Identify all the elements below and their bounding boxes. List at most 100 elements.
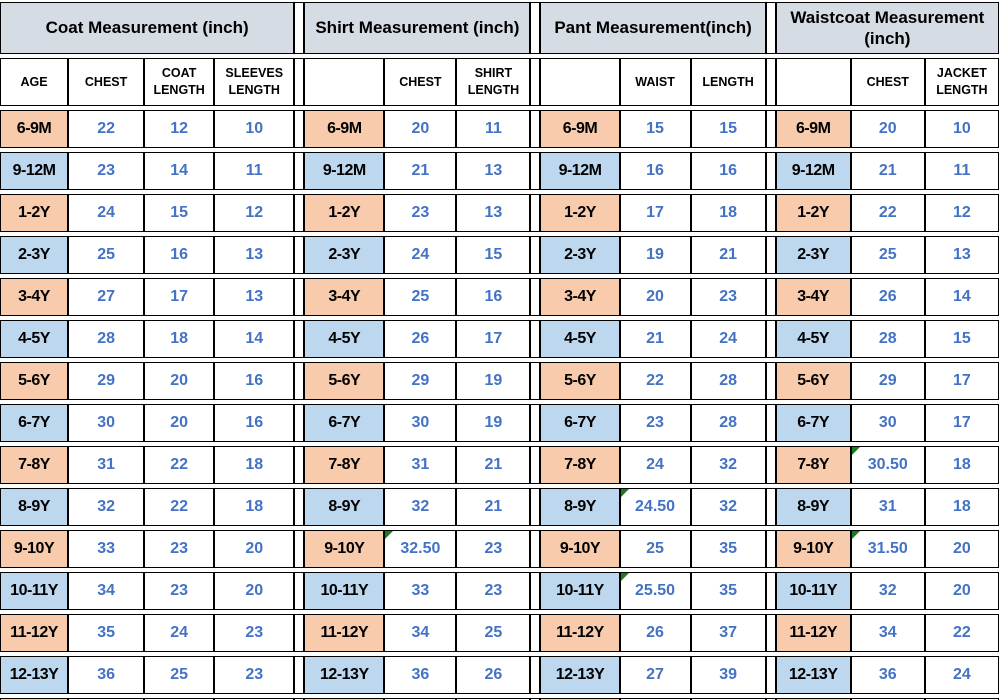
table-row: 10-11Y 34 23 20 10-11Y 33 23 10-11Y 25.50 35 10-11… bbox=[0, 572, 999, 610]
section-gutter bbox=[294, 236, 305, 274]
age-cell-pant: 10-11Y bbox=[540, 572, 620, 610]
value-cell-pant-1: 37 bbox=[690, 614, 766, 652]
value-cell-pant-1: 28 bbox=[690, 404, 766, 442]
age-cell-coat: 10-11Y bbox=[0, 572, 69, 610]
table-row: 11-12Y 35 24 23 11-12Y 34 25 11-12Y 26 37 11-12Y 34… bbox=[0, 614, 999, 652]
value-cell-coat-2: 13 bbox=[214, 236, 295, 274]
age-cell-shirt: 10-11Y bbox=[304, 572, 385, 610]
value-cell-pant-0: 20 bbox=[619, 278, 691, 316]
value-cell-pant-0: 16 bbox=[619, 152, 691, 190]
section-title-row: Coat Measurement (inch) Shirt Measurement… bbox=[0, 2, 999, 54]
value-cell-shirt-1: 21 bbox=[456, 446, 531, 484]
age-cell-waistcoat: 6-7Y bbox=[775, 404, 851, 442]
section-gutter bbox=[530, 278, 541, 316]
value-cell-coat-2: 11 bbox=[214, 152, 295, 190]
section-title-coat: Coat Measurement (inch) bbox=[0, 2, 295, 54]
value-cell-shirt-1: 15 bbox=[456, 236, 531, 274]
age-cell-coat: 12-13Y bbox=[0, 656, 69, 694]
age-cell-shirt: 3-4Y bbox=[304, 278, 385, 316]
table-row: 5-6Y 29 20 16 5-6Y 29 19 5-6Y 22 28 5-6Y 29 17 bbox=[0, 362, 999, 400]
section-gutter bbox=[530, 236, 541, 274]
table-row: 12-13Y 36 25 23 12-13Y 36 26 12-13Y 27 39 12-13Y 36… bbox=[0, 656, 999, 694]
value-cell-shirt-0: 31 bbox=[384, 446, 457, 484]
value-cell-coat-1: 20 bbox=[144, 404, 215, 442]
section-gutter bbox=[294, 2, 305, 54]
value-cell-coat-2: 24 bbox=[214, 698, 295, 700]
age-cell-waistcoat: 5-6Y bbox=[775, 362, 851, 400]
column-header-pant-0: WAIST bbox=[619, 58, 691, 106]
column-header-row: AGE CHEST COAT LENGTH SLEEVES LENGTH CHEST SH… bbox=[0, 58, 999, 106]
column-header-coat-0: CHEST bbox=[68, 58, 145, 106]
value-cell-coat-1: 23 bbox=[144, 572, 215, 610]
value-cell-pant-1: 16 bbox=[690, 152, 766, 190]
value-cell-waistcoat-1: 14 bbox=[924, 278, 999, 316]
section-gutter bbox=[530, 110, 541, 148]
value-cell-shirt-1: 23 bbox=[456, 572, 531, 610]
table-row: 13-14Y38262413-14Y382713-14Y284113-14Y38… bbox=[0, 698, 999, 700]
section-gutter bbox=[294, 110, 305, 148]
value-cell-pant-0: 15 bbox=[619, 110, 691, 148]
value-cell-waistcoat-1: 25 bbox=[924, 698, 999, 700]
value-cell-waistcoat-0: 28 bbox=[850, 320, 925, 358]
section-gutter bbox=[765, 152, 776, 190]
value-cell-coat-0: 30 bbox=[68, 404, 145, 442]
age-cell-coat: 11-12Y bbox=[0, 614, 69, 652]
age-cell-waistcoat: 10-11Y bbox=[775, 572, 851, 610]
value-cell-waistcoat-1: 15 bbox=[924, 320, 999, 358]
section-gutter bbox=[765, 236, 776, 274]
section-gutter bbox=[530, 488, 541, 526]
age-cell-shirt: 6-9M bbox=[304, 110, 385, 148]
value-cell-waistcoat-0: 29 bbox=[850, 362, 925, 400]
value-cell-coat-2: 10 bbox=[214, 110, 295, 148]
value-cell-shirt-1: 27 bbox=[456, 698, 531, 700]
value-cell-coat-2: 23 bbox=[214, 656, 295, 694]
value-cell-shirt-0: 36 bbox=[384, 656, 457, 694]
value-cell-waistcoat-1: 17 bbox=[924, 362, 999, 400]
age-cell-waistcoat: 2-3Y bbox=[775, 236, 851, 274]
age-cell-shirt: 8-9Y bbox=[304, 488, 385, 526]
section-gutter bbox=[530, 614, 541, 652]
value-cell-coat-1: 23 bbox=[144, 530, 215, 568]
value-cell-waistcoat-0: 30 bbox=[850, 404, 925, 442]
value-cell-shirt-1: 17 bbox=[456, 320, 531, 358]
section-gutter bbox=[765, 194, 776, 232]
age-cell-shirt: 9-12M bbox=[304, 152, 385, 190]
column-header-waistcoat-1: JACKET LENGTH bbox=[924, 58, 999, 106]
flag-triangle-icon bbox=[620, 573, 629, 581]
value-cell-coat-1: 17 bbox=[144, 278, 215, 316]
value-cell-pant-0: 19 bbox=[619, 236, 691, 274]
value-cell-shirt-0: 32.50 bbox=[384, 530, 457, 568]
value-cell-shirt-1: 21 bbox=[456, 488, 531, 526]
value-cell-pant-0: 24 bbox=[619, 446, 691, 484]
table-row: 6-9M 22 12 10 6-9M 20 11 6-9M 15 15 6-9M 20 10 bbox=[0, 110, 999, 148]
value-cell-shirt-1: 25 bbox=[456, 614, 531, 652]
value-cell-pant-0: 25.50 bbox=[619, 572, 691, 610]
table-row: 8-9Y 32 22 18 8-9Y 32 21 8-9Y 24.50 32 8-9Y 31 18 bbox=[0, 488, 999, 526]
value-cell-waistcoat-0: 21 bbox=[850, 152, 925, 190]
value-cell-coat-1: 20 bbox=[144, 362, 215, 400]
section-gutter bbox=[294, 698, 305, 700]
table-row: 7-8Y 31 22 18 7-8Y 31 21 7-8Y 24 32 7-8Y 30.50 18 bbox=[0, 446, 999, 484]
value-cell-shirt-0: 20 bbox=[384, 110, 457, 148]
age-cell-coat: 6-7Y bbox=[0, 404, 69, 442]
section-gutter bbox=[765, 488, 776, 526]
value-cell-coat-1: 25 bbox=[144, 656, 215, 694]
value-cell-waistcoat-1: 12 bbox=[924, 194, 999, 232]
value-cell-coat-2: 16 bbox=[214, 404, 295, 442]
value-cell-waistcoat-0: 38 bbox=[850, 698, 925, 700]
value-cell-coat-2: 18 bbox=[214, 488, 295, 526]
age-cell-shirt: 7-8Y bbox=[304, 446, 385, 484]
age-cell-waistcoat: 9-10Y bbox=[775, 530, 851, 568]
value-cell-shirt-0: 30 bbox=[384, 404, 457, 442]
value-cell-shirt-1: 16 bbox=[456, 278, 531, 316]
table-row: 9-10Y 33 23 20 9-10Y 32.50 23 9-10Y 25 35 9-10Y 31.… bbox=[0, 530, 999, 568]
value-cell-waistcoat-1: 18 bbox=[924, 488, 999, 526]
value-cell-pant-1: 32 bbox=[690, 488, 766, 526]
value-cell-shirt-0: 23 bbox=[384, 194, 457, 232]
value-cell-coat-0: 34 bbox=[68, 572, 145, 610]
age-cell-pant: 5-6Y bbox=[540, 362, 620, 400]
value-cell-coat-0: 33 bbox=[68, 530, 145, 568]
age-cell-pant: 4-5Y bbox=[540, 320, 620, 358]
value-cell-coat-0: 29 bbox=[68, 362, 145, 400]
section-gutter bbox=[530, 362, 541, 400]
